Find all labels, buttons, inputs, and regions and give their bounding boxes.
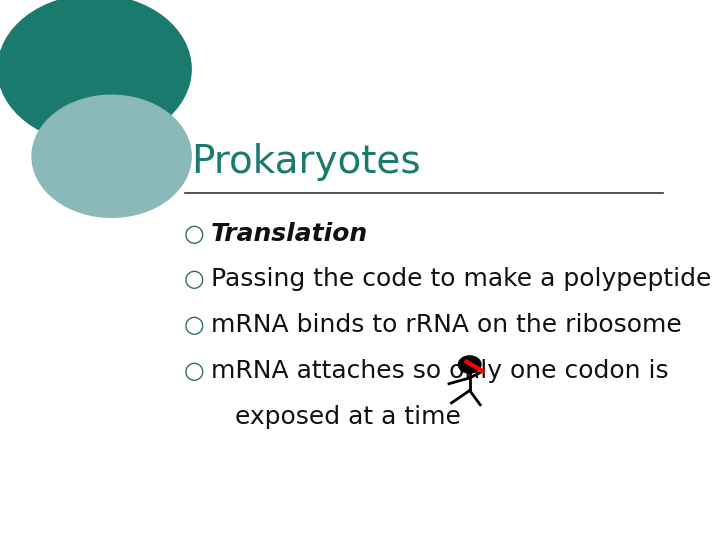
Text: ○: ○	[184, 359, 204, 383]
Circle shape	[0, 0, 192, 143]
Circle shape	[459, 356, 481, 373]
Text: Translation: Translation	[211, 222, 368, 246]
Text: exposed at a time: exposed at a time	[211, 405, 461, 429]
Text: mRNA binds to rRNA on the ribosome: mRNA binds to rRNA on the ribosome	[211, 313, 682, 338]
Text: ○: ○	[184, 222, 204, 246]
Text: Prokaryotes: Prokaryotes	[192, 143, 420, 181]
Circle shape	[32, 95, 192, 217]
Text: Passing the code to make a polypeptide: Passing the code to make a polypeptide	[211, 267, 711, 292]
Text: mRNA attaches so only one codon is: mRNA attaches so only one codon is	[211, 359, 669, 383]
Text: ○: ○	[184, 313, 204, 338]
Text: ○: ○	[184, 267, 204, 292]
